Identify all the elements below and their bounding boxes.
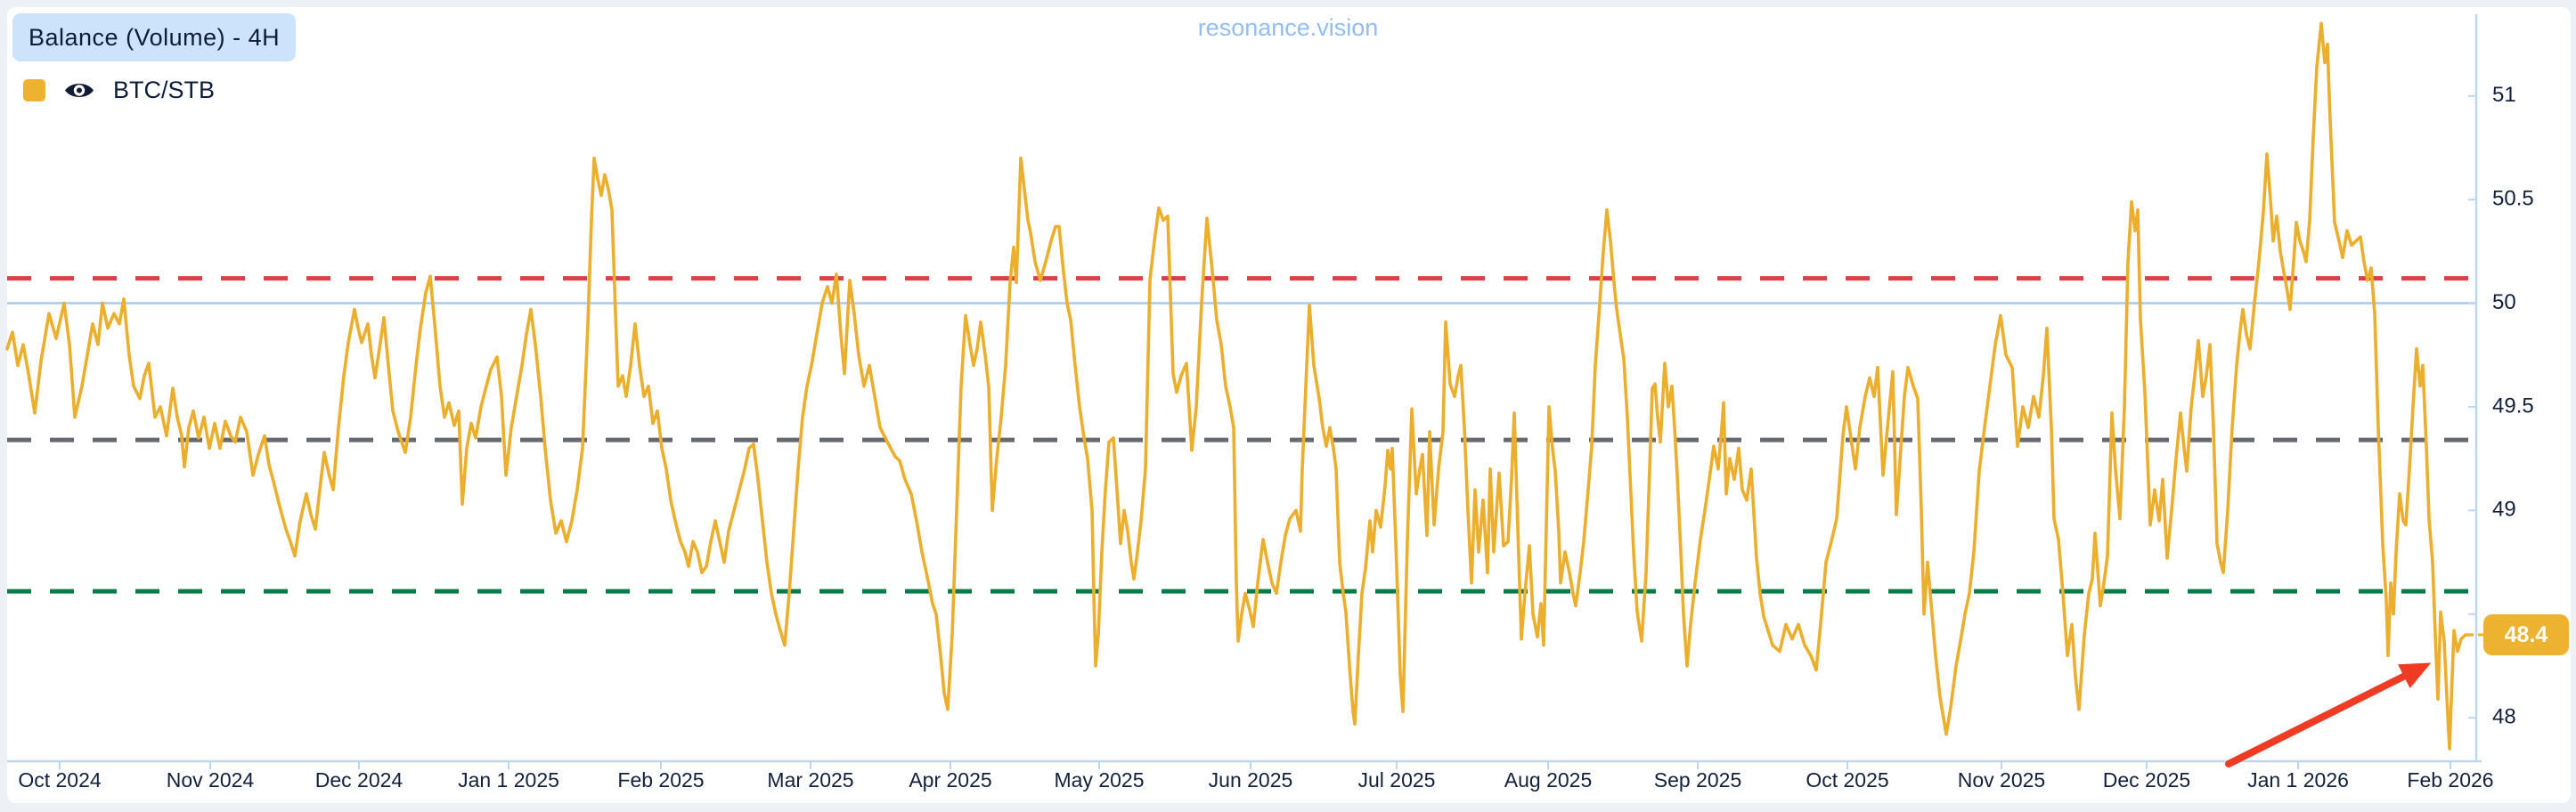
x-tick-label: Jul 2025 <box>1358 768 1436 792</box>
y-tick-label: 50 <box>2492 290 2516 314</box>
x-tick-label: Jan 1 2025 <box>458 768 559 792</box>
legend-item-btc-stb[interactable]: BTC/STB <box>23 77 215 104</box>
x-tick-label: May 2025 <box>1054 768 1144 792</box>
x-tick-label: Oct 2024 <box>18 768 102 792</box>
eye-icon[interactable] <box>63 78 95 102</box>
x-tick-label: Mar 2025 <box>767 768 853 792</box>
series-color-swatch <box>23 79 45 102</box>
chart-card <box>7 7 2571 803</box>
x-tick-label: Dec 2025 <box>2103 768 2190 792</box>
x-tick-label: Nov 2024 <box>167 768 255 792</box>
last-price-badge: 48.4 <box>2483 614 2569 655</box>
x-tick-label: Feb 2025 <box>617 768 704 792</box>
annotation-arrow-head <box>2398 662 2432 688</box>
chart-title-badge: Balance (Volume) - 4H <box>12 13 297 61</box>
x-tick-label: Apr 2025 <box>909 768 991 792</box>
y-tick-label: 51 <box>2492 83 2516 107</box>
x-tick-label: Oct 2025 <box>1806 768 1888 792</box>
x-tick-label: Aug 2025 <box>1504 768 1592 792</box>
y-tick-label: 48 <box>2492 704 2516 728</box>
x-tick-label: Sep 2025 <box>1654 768 1741 792</box>
x-tick-label: Dec 2024 <box>315 768 404 792</box>
price-line <box>5 21 2474 751</box>
legend-series-label: BTC/STB <box>113 77 216 103</box>
y-tick-label: 49 <box>2492 498 2516 522</box>
y-tick-label: 50.5 <box>2492 187 2534 211</box>
y-tick-label: 49.5 <box>2492 394 2534 418</box>
x-tick-label: Nov 2025 <box>1958 768 2045 792</box>
x-tick-label: Jun 2025 <box>1209 768 1293 792</box>
annotation-arrow-shaft <box>2225 670 2414 767</box>
x-tick-label: Feb 2026 <box>2407 768 2493 792</box>
x-tick-label: Jan 1 2026 <box>2247 768 2349 792</box>
